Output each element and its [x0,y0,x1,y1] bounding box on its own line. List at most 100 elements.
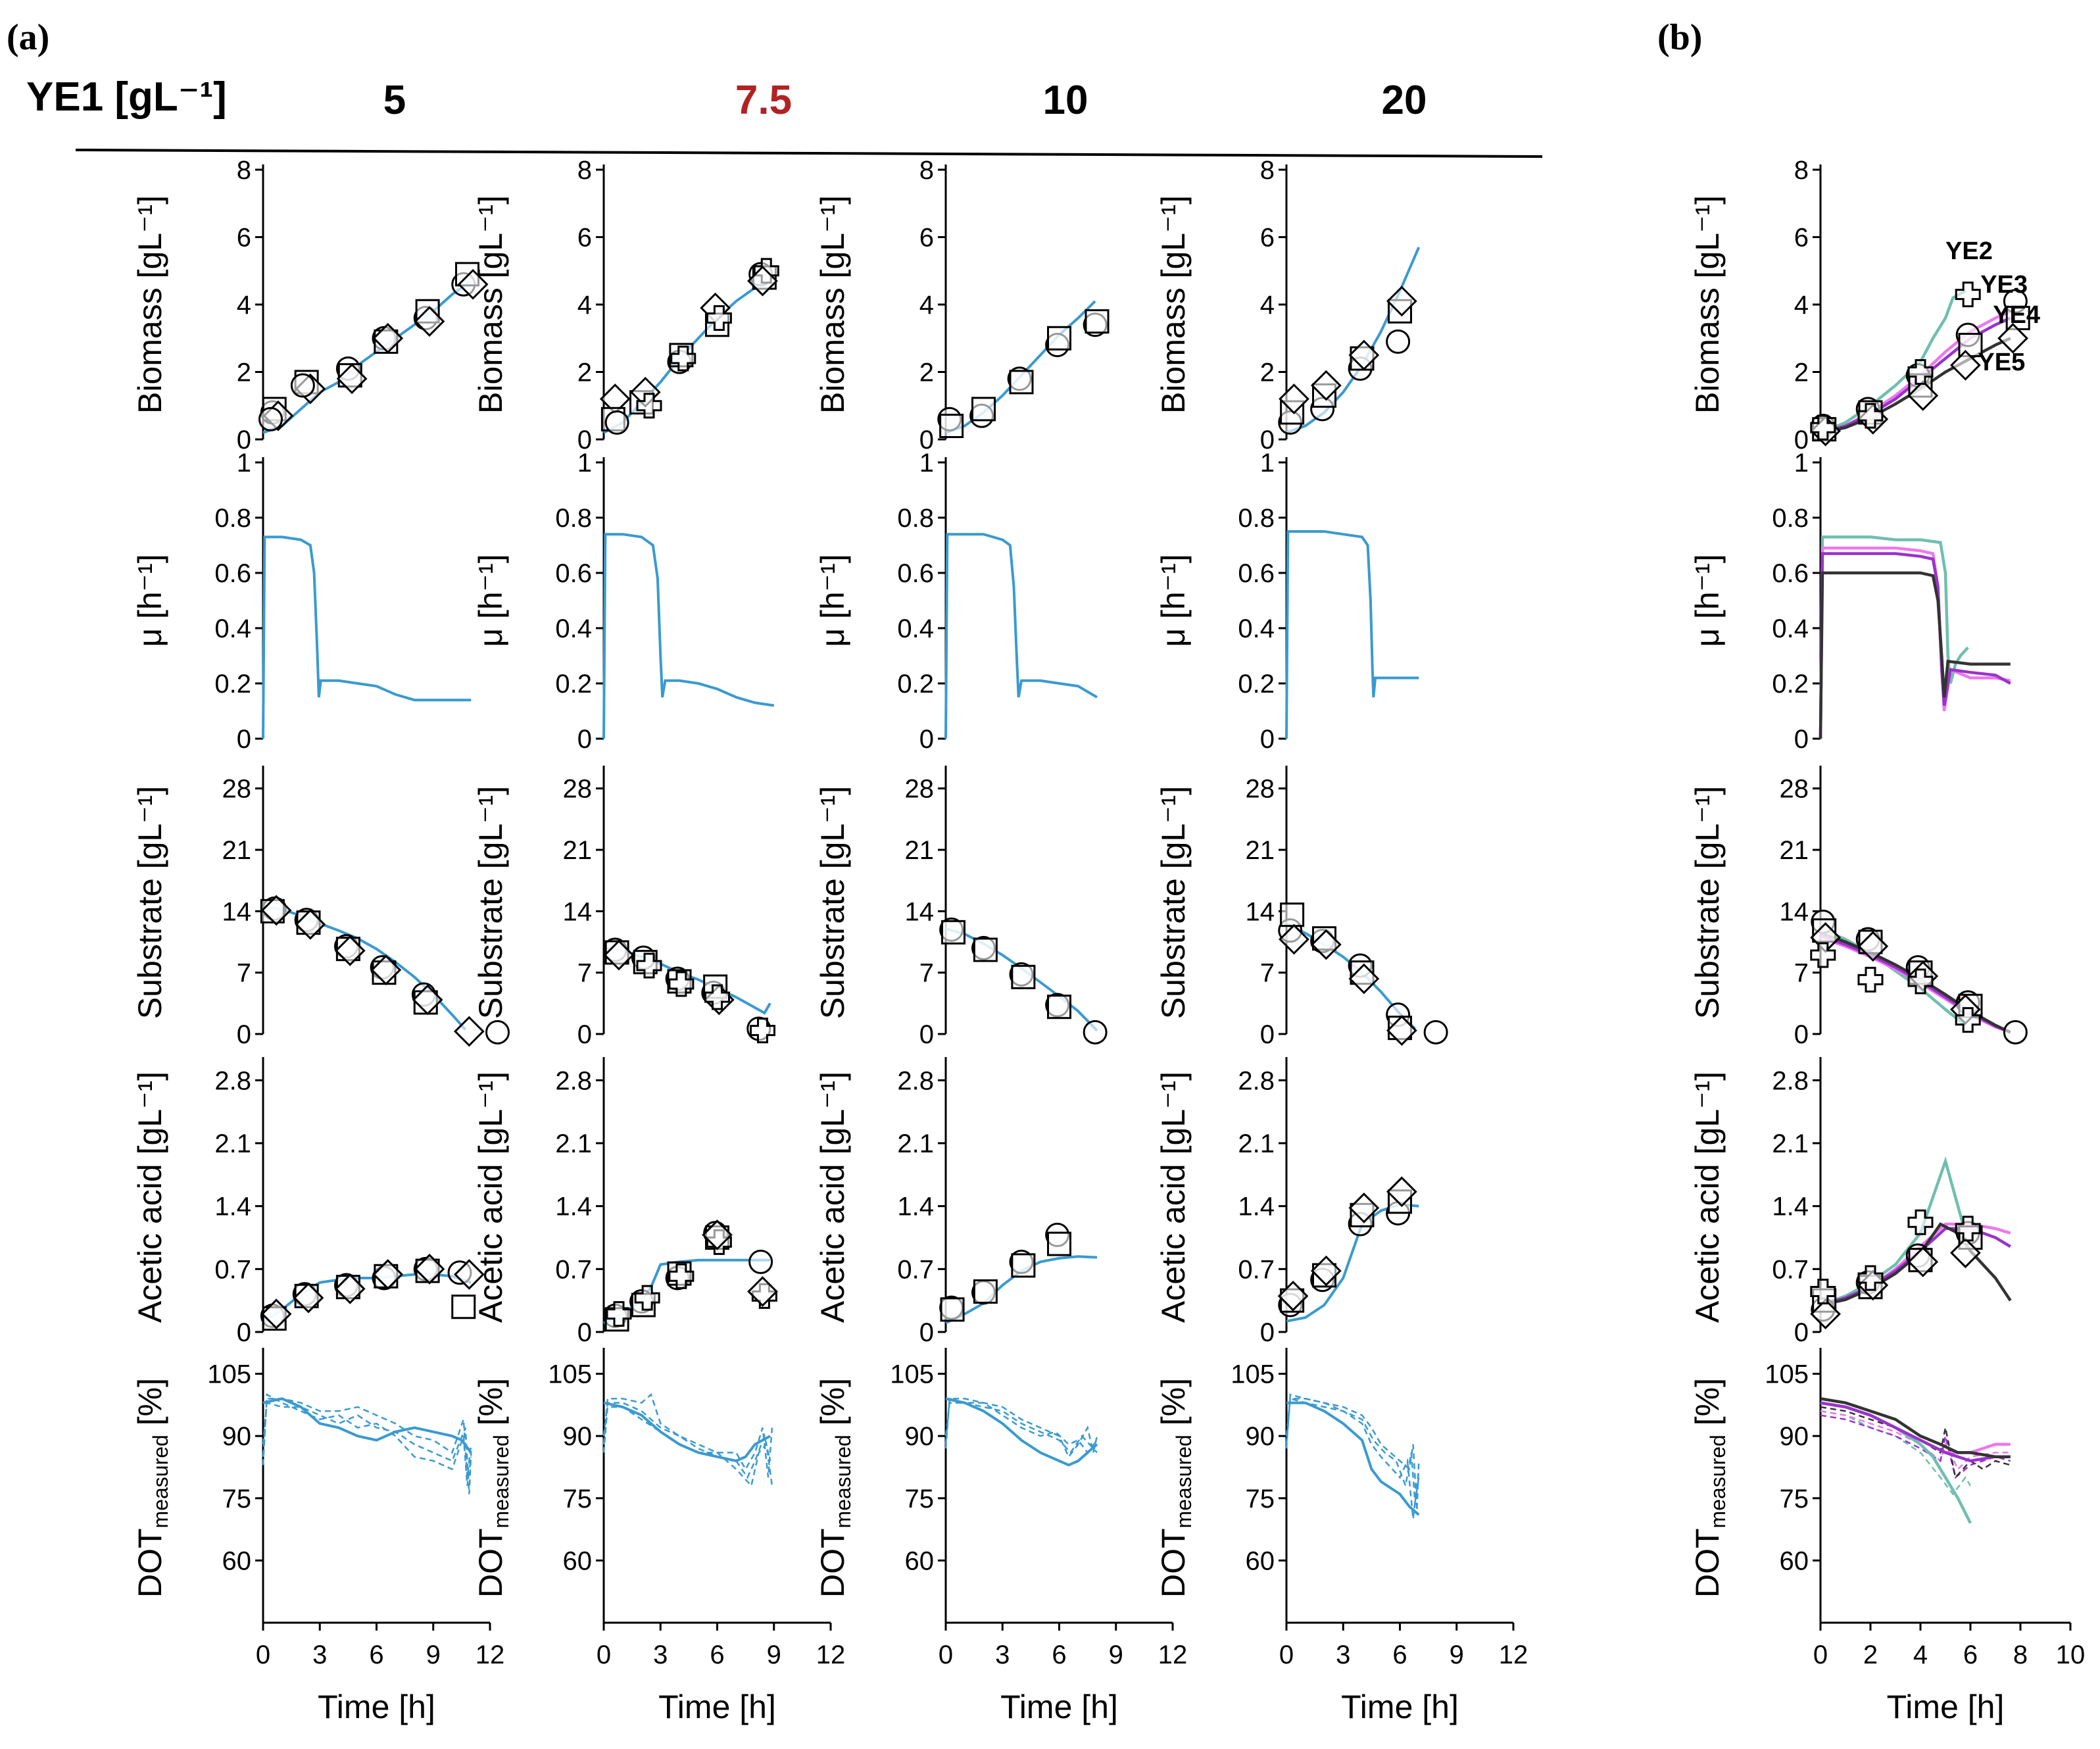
marker-cross [668,1263,695,1289]
y-axis-label-substrate: Substrate [gL⁻¹] [1689,786,1726,1019]
series-line-YE2 [1820,1156,1967,1307]
marker-circle [1083,1020,1108,1045]
x-tick-label: 0 [1279,1640,1294,1669]
condition-label-10: 10 [1043,78,1088,123]
dot-label-main: DOT [814,1528,851,1598]
dot-measured-line-2 [1820,1414,2011,1479]
x-tick-label: 0 [597,1640,611,1669]
y-tick-label: 2.8 [555,1066,592,1095]
series-line-YE2 [1820,927,1966,1027]
series-line-YE5 [1819,571,2011,739]
y-tick-label: 0 [1260,1020,1275,1049]
y-tick-label: 0.6 [1238,559,1275,588]
header-label: YE1 [gL⁻¹] [26,74,227,120]
y-tick-label: 1.4 [1772,1193,1809,1221]
marker-diamond [334,935,366,966]
y-tick-label: 2.8 [214,1066,251,1095]
y-tick-label: 0.8 [555,504,592,533]
y-tick-label: 60 [1246,1546,1275,1575]
marker-cross [1907,1209,1934,1235]
condition-label-7-5: 7.5 [735,78,792,123]
model-line-biomass [262,280,472,434]
y-axis-label-mu: μ [h⁻¹] [472,554,509,647]
y-tick-label: 0.4 [897,614,934,643]
y-tick-label: 0.8 [1238,504,1275,533]
marker-circle [258,406,283,431]
x-axis-label: Time [h] [1341,1688,1459,1725]
y-tick-label: 75 [1246,1485,1275,1514]
y-tick-label: 0 [577,1020,592,1049]
y-tick-label: 60 [905,1546,935,1575]
y-tick-label: 0.2 [1238,670,1275,699]
model-line-mu [1285,530,1419,739]
plot-a-1-substrate: 0 7 14 21 28 Substrate [gL⁻¹] [472,766,775,1049]
dot-measured-line-3 [1820,1406,2011,1479]
dot-label-main: DOT [1689,1528,1726,1598]
plot-b-4-acetic: 0 0.7 1.4 2.1 2.8 Acetic acid [gL⁻¹] [1689,1057,2012,1347]
y-tick-label: 28 [905,775,935,804]
y-tick-label: 6 [919,224,934,253]
y-tick-label: 6 [237,224,251,253]
series-annotation-YE3: YE3 [1980,271,2028,299]
model-line-mu [602,533,775,739]
y-tick-label: 75 [905,1485,935,1514]
marker-square [451,1294,476,1319]
y-tick-label: 2.1 [1772,1129,1809,1158]
marker-cross [1955,282,1981,308]
header-rule [75,149,1543,158]
y-tick-label: 0.4 [555,614,592,643]
y-tick-label: 8 [577,156,592,185]
y-tick-label: 1 [1794,449,1809,478]
x-axis-2: 0 3 6 9 12 Time [h] [939,1623,1187,1725]
y-axis-label-mu: μ [h⁻¹] [1155,554,1192,647]
marker-circle [1423,1020,1448,1045]
marker-square [940,1297,965,1322]
y-tick-label: 14 [1246,897,1275,926]
x-tick-label: 9 [426,1640,441,1669]
plot-a-1-biomass: 0 2 4 6 8 Biomass [gL⁻¹] [472,156,779,455]
x-axis-3: 0 3 6 9 12 Time [h] [1279,1623,1528,1725]
y-tick-label: 0 [1794,426,1809,455]
y-tick-label: 4 [577,291,592,320]
marker-diamond [1386,1015,1417,1047]
dot-measured-line-0 [944,1398,1098,1459]
y-axis-label-substrate: Substrate [gL⁻¹] [472,786,509,1019]
y-tick-label: 6 [1794,224,1809,253]
marker-diamond [1907,380,1939,411]
marker-diamond [1950,349,1981,381]
y-axis-label-acetic: Acetic acid [gL⁻¹] [814,1072,851,1323]
y-tick-label: 75 [222,1485,252,1514]
marker-cross [1810,1279,1836,1304]
y-tick-label: 90 [222,1422,252,1451]
x-axis-label: Time [h] [658,1688,776,1725]
y-tick-label: 0 [1260,426,1275,455]
marker-circle [604,410,629,435]
y-tick-label: 0 [1260,725,1275,754]
marker-cross [1955,1007,1981,1033]
y-tick-label: 0 [1794,1020,1809,1049]
dot-label-sub: measured [149,1435,172,1528]
y-tick-label: 21 [222,836,252,865]
x-tick-label: 6 [369,1640,383,1669]
model-line-dot [1286,1401,1420,1516]
y-tick-label: 0.7 [1238,1255,1275,1284]
dot-label-sub: measured [489,1435,513,1528]
y-axis-label-mu: μ [h⁻¹] [1689,554,1726,647]
x-tick-label: 0 [1813,1640,1828,1669]
dot-measured-line-1 [262,1402,472,1494]
x-tick-label: 3 [995,1640,1010,1669]
x-tick-label: 3 [1336,1640,1350,1669]
marker-circle [748,1249,773,1274]
dot-measured-line-1 [1285,1397,1420,1503]
condition-label-20: 20 [1382,78,1427,123]
marker-diamond [372,1259,404,1290]
y-tick-label: 8 [919,156,934,185]
dot-label-main: DOT [472,1528,509,1598]
y-tick-label: 0.4 [1772,614,1809,643]
y-tick-label: 1.4 [897,1193,934,1221]
x-tick-label: 12 [816,1640,846,1669]
x-tick-label: 4 [1913,1640,1928,1669]
y-axis-label-biomass: Biomass [gL⁻¹] [1155,195,1192,414]
x-axis-0: 0 3 6 9 12 Time [h] [256,1623,504,1725]
dot-measured-line-2 [262,1393,472,1486]
